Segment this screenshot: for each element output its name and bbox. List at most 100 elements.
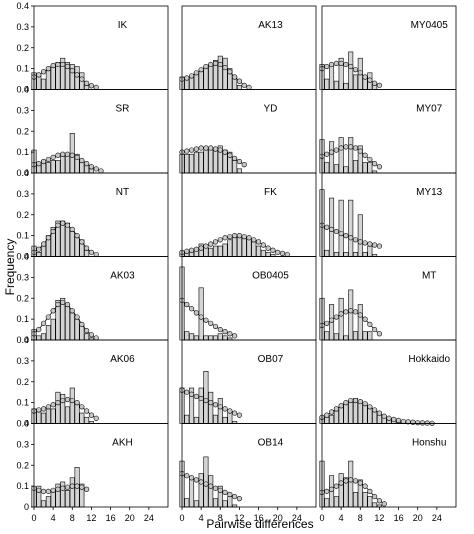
expected-point (348, 235, 354, 241)
panel-ak03: AK03 0 0.1 0.2 0.3 0.4 (16, 252, 169, 345)
panel-hokkaido: Hokkaido (319, 339, 457, 426)
expected-point (343, 400, 349, 406)
bar (88, 168, 94, 174)
expected-point (362, 152, 368, 158)
panel-label: OB0405 (252, 271, 289, 282)
expected-point (372, 80, 378, 86)
y-tick-label: 0 (24, 419, 29, 429)
expected-point (241, 234, 247, 240)
y-tick-label: 0 (24, 335, 29, 345)
expected-point (40, 406, 47, 412)
bar (203, 335, 209, 341)
x-tick-label: 20 (273, 513, 283, 523)
bar (236, 85, 242, 90)
bar (203, 149, 209, 174)
expected-point (279, 250, 286, 256)
expected-point (64, 301, 71, 308)
expected-point (227, 234, 233, 240)
bar (333, 410, 339, 424)
y-tick-label: 0 (24, 85, 29, 95)
panel-ob0405: OB0405 (179, 256, 317, 341)
bar (367, 162, 373, 174)
bar (213, 245, 219, 257)
expected-point (45, 404, 51, 410)
bar (343, 166, 349, 174)
expected-point (328, 61, 335, 68)
bar (69, 387, 75, 424)
bar (184, 78, 190, 90)
bar (217, 398, 223, 424)
panel-frame (321, 423, 457, 508)
expected-point (60, 220, 66, 226)
expected-point (338, 480, 344, 486)
y-tick-label: 0.4 (16, 85, 29, 95)
panel-ak13: AK13 (179, 5, 317, 91)
bar (217, 245, 223, 257)
bar (333, 496, 339, 508)
bar (193, 151, 199, 174)
bar (324, 331, 330, 341)
bar (362, 331, 368, 341)
panel-yd: YD (179, 89, 317, 174)
bar (74, 402, 80, 424)
expected-point (357, 398, 363, 405)
expected-point (352, 478, 359, 484)
expected-point (372, 161, 378, 167)
expected-point (188, 73, 195, 79)
expected-point (184, 148, 190, 154)
expected-point (45, 314, 51, 320)
x-tick-label: 16 (254, 513, 264, 523)
bar (79, 325, 85, 341)
x-tick-label: 4 (339, 513, 344, 523)
bar (241, 237, 247, 257)
bar (222, 335, 228, 341)
expected-point (376, 410, 383, 416)
bar (184, 331, 190, 341)
expected-point (212, 402, 219, 408)
bar (324, 78, 330, 90)
expected-point (198, 245, 204, 251)
expected-point (419, 420, 426, 426)
bar (333, 252, 339, 257)
expected-point (40, 241, 47, 247)
expected-point (36, 326, 42, 333)
expected-point (357, 480, 363, 486)
expected-point (222, 235, 228, 241)
panel-ak06: AK06 0 0.1 0.2 0.3 0.4 (16, 335, 169, 429)
expected-point (338, 311, 344, 317)
x-tick-label: 24 (144, 513, 154, 523)
expected-point (324, 63, 330, 70)
bar (41, 245, 47, 257)
bar (193, 335, 199, 341)
expected-point (203, 317, 209, 323)
expected-point (45, 235, 51, 241)
x-tick-label: 0 (319, 513, 324, 523)
expected-point (64, 222, 71, 228)
expected-point (45, 156, 51, 163)
expected-point (362, 240, 368, 246)
expected-point (36, 161, 42, 167)
bar (79, 412, 85, 424)
bar (246, 237, 252, 257)
expected-point (74, 154, 80, 160)
bar (189, 76, 195, 90)
x-tick-label: 8 (70, 513, 75, 523)
bar (41, 78, 47, 90)
x-tick-label: 8 (358, 513, 363, 523)
bar (338, 199, 344, 257)
bar (203, 371, 209, 424)
bar (45, 70, 51, 90)
panel-label: AK06 (110, 354, 135, 365)
expected-point (270, 247, 276, 253)
y-axis-title: Frequency (3, 239, 17, 296)
expected-point (60, 61, 66, 68)
expected-point (88, 332, 95, 338)
expected-point (74, 314, 80, 320)
bar (65, 489, 71, 508)
expected-point (69, 152, 75, 158)
bar (213, 147, 219, 174)
expected-point (60, 151, 66, 157)
panel-label: IK (118, 20, 128, 31)
expected-point (227, 491, 233, 498)
